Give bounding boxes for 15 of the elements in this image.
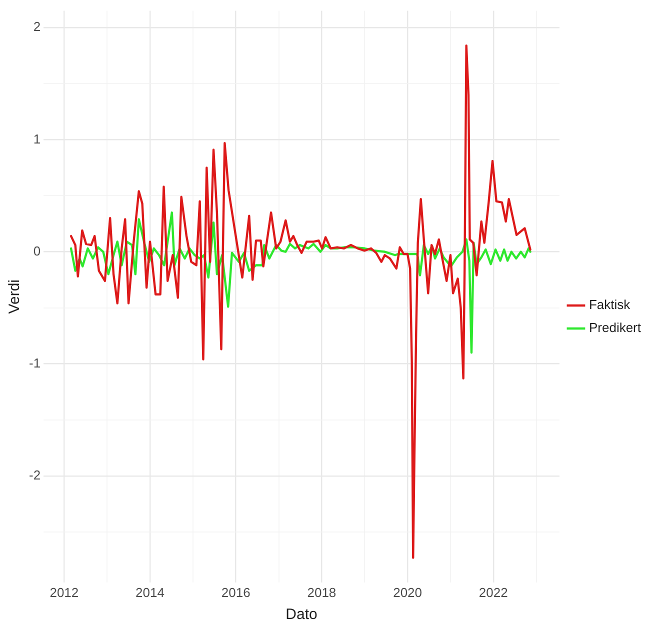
x-tick-label: 2022 bbox=[478, 584, 508, 600]
y-tick-label: 2 bbox=[33, 19, 41, 34]
x-tick-label: 2016 bbox=[221, 584, 250, 600]
y-axis-title: Verdi bbox=[6, 280, 24, 314]
x-tick-label: 2020 bbox=[393, 584, 422, 600]
y-tick-label: 0 bbox=[33, 243, 41, 258]
y-tick-label: 1 bbox=[33, 131, 41, 146]
legend-label: Faktisk bbox=[588, 297, 631, 312]
x-tick-label: 2018 bbox=[307, 584, 336, 600]
y-tick-label: -2 bbox=[28, 468, 41, 483]
legend-label: Predikert bbox=[588, 320, 642, 336]
x-axis-title: Dato bbox=[286, 606, 318, 624]
y-tick-label: -1 bbox=[28, 355, 41, 370]
x-tick-label: 2014 bbox=[136, 584, 164, 600]
x-tick-label: 2012 bbox=[50, 584, 79, 600]
